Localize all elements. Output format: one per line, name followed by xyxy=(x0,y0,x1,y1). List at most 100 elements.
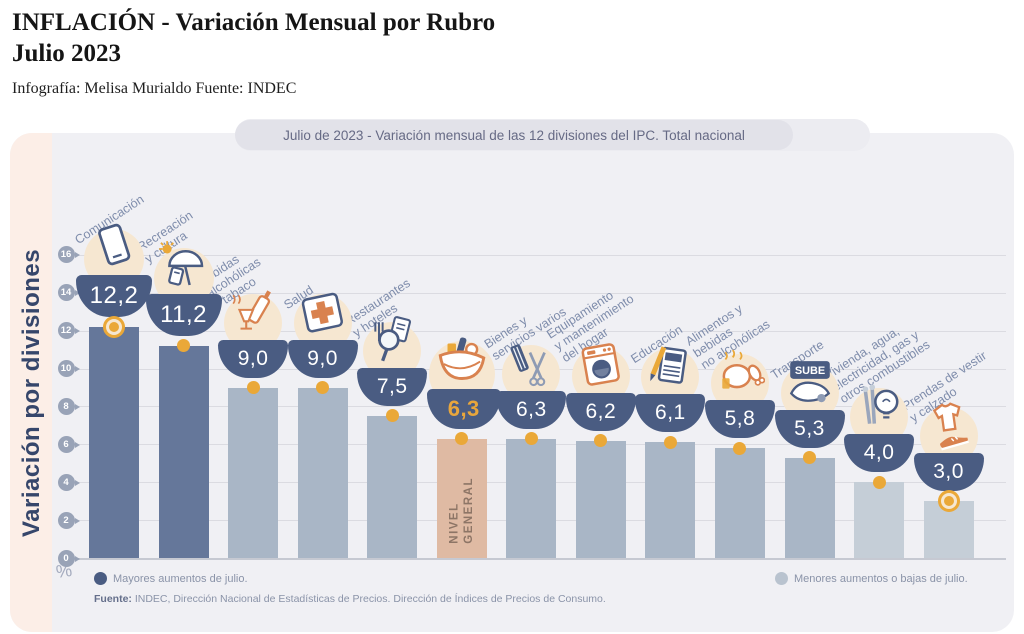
value-badge: 9,0 xyxy=(211,286,295,378)
bar: NIVEL GENERAL xyxy=(436,438,487,558)
gridline xyxy=(66,330,1006,332)
value-badge: 6,2 xyxy=(559,339,643,431)
bar xyxy=(367,415,418,558)
axis-title-strip xyxy=(10,133,52,632)
value-label: 6,3 xyxy=(515,397,547,421)
value-badge: 7,5 xyxy=(350,314,434,406)
shopping-basket-icon xyxy=(433,335,491,393)
value-label: 11,2 xyxy=(160,300,208,328)
value-badge: SUBE 5,3 xyxy=(768,356,852,448)
value-bowl: 6,3 xyxy=(496,390,567,429)
value-badge: 12,2 xyxy=(70,221,158,317)
source-text: INDEC, Dirección Nacional de Estadística… xyxy=(131,593,606,605)
value-badge: 6,3 xyxy=(489,337,573,429)
value-label: 6,1 xyxy=(655,401,686,425)
value-bowl: 12,2 xyxy=(76,274,152,317)
bar-dot xyxy=(109,321,119,332)
value-badge: 3,0 xyxy=(907,399,991,492)
scissors-comb-icon xyxy=(506,339,556,389)
restaurant-menu-magnifier-icon xyxy=(367,316,417,366)
bar xyxy=(645,442,696,558)
bar xyxy=(228,387,279,558)
value-badge: 5,8 xyxy=(698,346,782,439)
bar-dot xyxy=(246,381,260,395)
page-title-line2: Julio 2023 xyxy=(12,39,122,67)
source-label: Fuente: xyxy=(94,593,132,605)
value-bowl: 9,0 xyxy=(218,339,289,378)
y-axis-tick: 2 xyxy=(57,511,80,529)
y-axis-tick: 6 xyxy=(57,435,80,453)
value-bowl: 3,0 xyxy=(913,453,984,492)
notebook-pencil-icon xyxy=(645,342,695,392)
legend-high-swatch xyxy=(94,572,107,585)
value-badge: 4,0 xyxy=(837,380,921,473)
bar-dot xyxy=(733,441,747,455)
svg-text:SUBE: SUBE xyxy=(794,365,824,377)
bar xyxy=(854,482,905,558)
value-label: 12,2 xyxy=(89,281,139,309)
bar xyxy=(784,457,835,558)
bar-dot xyxy=(524,432,538,446)
value-bowl: 5,8 xyxy=(704,400,775,439)
value-badge: 6,1 xyxy=(628,340,712,433)
roast-chicken-icon xyxy=(715,348,766,398)
source-line: Fuente: INDEC, Dirección Nacional de Est… xyxy=(94,593,606,605)
gridline xyxy=(66,558,1006,560)
value-bowl: 6,3 xyxy=(426,388,501,429)
page-title-line1: INFLACIÓN - Variación Mensual por Rubro xyxy=(12,9,496,36)
washing-machine-icon xyxy=(576,341,626,391)
value-label: 7,5 xyxy=(376,374,408,398)
bar xyxy=(158,345,209,558)
bar xyxy=(297,387,348,558)
bar xyxy=(714,448,765,558)
value-label: 6,2 xyxy=(585,399,617,423)
value-label: 9,0 xyxy=(307,346,338,370)
value-bowl: 4,0 xyxy=(844,434,915,473)
bar xyxy=(89,326,139,558)
value-badge: 6,3 xyxy=(420,337,504,429)
y-axis-tick: 8 xyxy=(57,397,80,415)
value-label: 6,3 xyxy=(447,395,480,421)
first-aid-kit-icon xyxy=(298,288,348,338)
legend-low-swatch xyxy=(775,572,788,585)
value-label: 5,8 xyxy=(724,407,756,431)
bar xyxy=(506,438,557,558)
bar-dot xyxy=(455,432,469,446)
value-label: 4,0 xyxy=(863,441,895,465)
lightbulb-matches-icon xyxy=(854,382,904,432)
page-title: INFLACIÓN - Variación Mensual por Rubro … xyxy=(12,8,495,69)
value-label: 3,0 xyxy=(933,460,964,484)
value-bowl: 6,1 xyxy=(635,394,706,433)
y-axis-tick: 16 xyxy=(57,246,80,264)
bar xyxy=(575,440,626,558)
value-label: 9,0 xyxy=(237,346,269,370)
bar-dot xyxy=(316,381,330,395)
y-axis-tick: 12 xyxy=(57,322,80,340)
chart-subtitle-banner: Julio de 2023 - Variación mensual de las… xyxy=(235,120,793,150)
legend-high-label: Mayores aumentos de julio. xyxy=(113,572,248,585)
bar-dot xyxy=(943,496,954,507)
value-label: 5,3 xyxy=(794,416,825,440)
bar-dot xyxy=(177,339,191,353)
bar-dot xyxy=(594,434,608,448)
value-bowl: 5,3 xyxy=(774,409,845,448)
value-bowl: 9,0 xyxy=(287,339,358,378)
beach-umbrella-icon xyxy=(157,240,211,294)
value-bowl: 6,2 xyxy=(565,392,636,431)
bar-dot xyxy=(663,435,677,449)
bar xyxy=(923,501,974,558)
bar-dot xyxy=(803,451,816,465)
legend-low: Menores aumentos o bajas de julio. xyxy=(775,572,968,585)
chart-card: Variación por divisiones Julio de 2023 -… xyxy=(10,119,1014,632)
y-axis-tick: 4 xyxy=(57,473,80,491)
bar-inner-label: NIVEL GENERAL xyxy=(448,477,475,544)
wine-and-cigarette-icon xyxy=(228,288,278,338)
y-axis-tick: 0 xyxy=(57,549,80,567)
bar-dot xyxy=(385,409,399,423)
gridline xyxy=(66,292,1006,294)
y-axis-title: Variación por divisiones xyxy=(18,248,45,538)
smartphone-icon xyxy=(87,221,141,275)
bar-dot xyxy=(872,475,886,489)
value-bowl: 7,5 xyxy=(357,367,428,406)
